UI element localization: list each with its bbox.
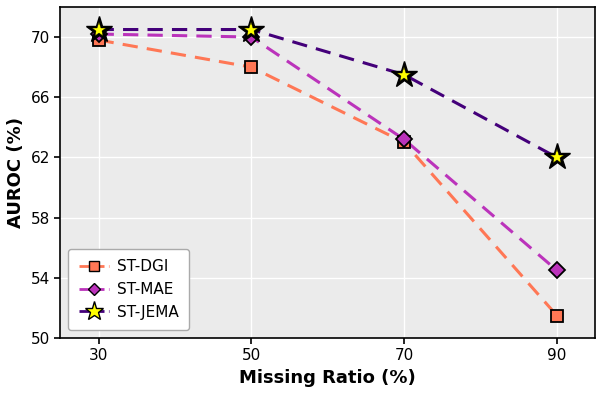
Y-axis label: AUROC (%): AUROC (%) — [7, 117, 25, 228]
X-axis label: Missing Ratio (%): Missing Ratio (%) — [240, 369, 416, 387]
Legend: ST-DGI, ST-MAE, ST-JEMA: ST-DGI, ST-MAE, ST-JEMA — [68, 249, 190, 331]
